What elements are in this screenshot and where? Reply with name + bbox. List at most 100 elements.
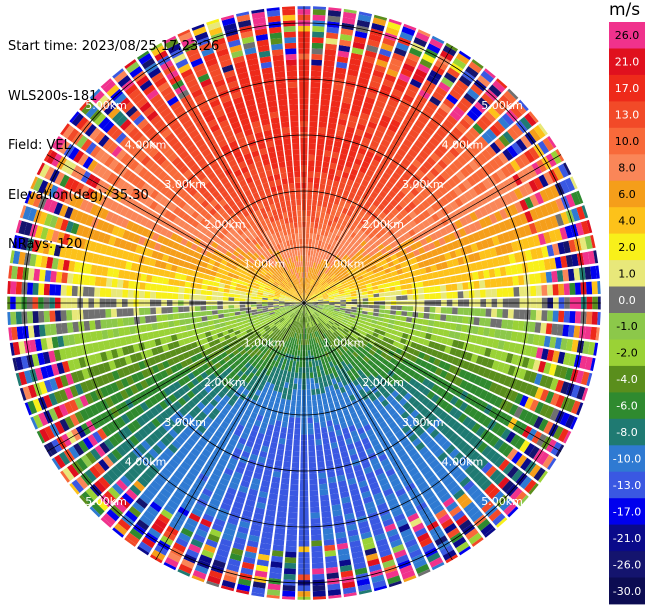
velocity-gate xyxy=(319,382,324,389)
velocity-gate xyxy=(446,338,454,347)
velocity-gate xyxy=(559,366,568,379)
velocity-gate xyxy=(554,256,562,269)
velocity-gate xyxy=(385,244,393,252)
velocity-gate xyxy=(486,358,495,369)
velocity-gate xyxy=(442,476,455,487)
velocity-gate xyxy=(350,309,357,313)
velocity-gate xyxy=(228,293,235,298)
velocity-gate xyxy=(507,465,519,479)
velocity-gate xyxy=(88,309,95,319)
velocity-gate xyxy=(380,482,392,492)
velocity-gate xyxy=(481,500,494,513)
velocity-gate xyxy=(332,203,339,211)
velocity-gate xyxy=(312,37,324,44)
velocity-gate xyxy=(383,287,390,293)
velocity-gate xyxy=(488,382,498,393)
velocity-gate xyxy=(296,400,301,407)
velocity-gate xyxy=(206,310,213,316)
velocity-gate xyxy=(350,345,357,351)
velocity-gate xyxy=(308,266,311,273)
velocity-gate xyxy=(224,317,231,322)
velocity-gate xyxy=(452,126,464,138)
velocity-gate xyxy=(317,252,322,259)
velocity-gate xyxy=(544,217,554,230)
velocity-gate xyxy=(493,198,504,210)
velocity-gate xyxy=(122,308,129,317)
velocity-gate xyxy=(322,253,327,260)
velocity-gate xyxy=(376,472,387,482)
velocity-gate xyxy=(361,536,374,546)
velocity-gate xyxy=(582,341,590,355)
velocity-gate xyxy=(567,325,575,338)
velocity-gate xyxy=(426,439,437,450)
velocity-gate xyxy=(307,400,312,407)
velocity-gate xyxy=(316,283,322,289)
velocity-gate xyxy=(325,561,338,569)
velocity-gate xyxy=(284,382,289,389)
velocity-gate xyxy=(304,277,306,284)
velocity-gate xyxy=(479,280,486,289)
velocity-gate xyxy=(453,186,463,197)
velocity-gate xyxy=(554,364,563,378)
velocity-gate xyxy=(446,242,455,251)
velocity-gate xyxy=(475,425,486,437)
velocity-gate xyxy=(370,264,378,271)
velocity-gate xyxy=(430,264,438,272)
velocity-gate xyxy=(453,266,461,275)
velocity-gate xyxy=(433,320,440,328)
velocity-gate xyxy=(455,541,470,553)
velocity-gate xyxy=(569,311,576,324)
velocity-gate xyxy=(306,304,311,309)
velocity-gate xyxy=(396,78,408,88)
velocity-gate xyxy=(448,406,459,417)
velocity-gate xyxy=(353,194,361,202)
velocity-gate xyxy=(584,356,593,371)
velocity-gate xyxy=(315,160,322,167)
velocity-gate xyxy=(473,220,483,231)
velocity-gate xyxy=(442,181,453,192)
velocity-gate xyxy=(320,505,331,513)
velocity-gate xyxy=(523,411,534,424)
velocity-gate xyxy=(436,174,447,185)
velocity-gate xyxy=(354,422,363,430)
velocity-gate xyxy=(270,561,283,569)
velocity-gate xyxy=(361,490,372,499)
velocity-gate xyxy=(289,490,299,497)
velocity-gate xyxy=(297,384,302,390)
velocity-gate xyxy=(484,483,497,496)
velocity-gate xyxy=(352,219,360,227)
velocity-gate xyxy=(454,248,463,257)
velocity-gate xyxy=(388,18,402,26)
velocity-gate xyxy=(334,364,340,372)
velocity-gate xyxy=(49,310,56,322)
velocity-gate xyxy=(429,365,438,374)
velocity-gate xyxy=(395,212,404,221)
velocity-gate xyxy=(528,111,539,123)
velocity-gate xyxy=(291,394,297,401)
velocity-gate xyxy=(439,277,446,285)
velocity-gate xyxy=(281,392,287,400)
velocity-gate xyxy=(310,307,316,311)
velocity-gate xyxy=(295,417,301,424)
velocity-gate xyxy=(334,296,341,299)
velocity-gate xyxy=(334,330,341,336)
velocity-gate xyxy=(304,328,307,334)
velocity-gate xyxy=(342,317,349,321)
velocity-gate xyxy=(584,266,592,280)
velocity-gate xyxy=(316,317,322,323)
velocity-gate xyxy=(333,310,340,314)
velocity-gate xyxy=(444,192,454,203)
velocity-gate xyxy=(489,247,498,258)
velocity-gate xyxy=(565,398,576,413)
velocity-gate xyxy=(368,33,382,43)
velocity-gate xyxy=(434,285,441,293)
velocity-gate xyxy=(317,304,324,306)
velocity-gate xyxy=(463,501,476,514)
velocity-gate xyxy=(320,272,325,278)
velocity-gate xyxy=(287,518,298,525)
velocity-gate xyxy=(546,244,555,257)
velocity-gate xyxy=(458,519,472,531)
velocity-gate xyxy=(334,351,341,358)
velocity-gate xyxy=(439,227,448,237)
velocity-gate xyxy=(559,180,570,194)
